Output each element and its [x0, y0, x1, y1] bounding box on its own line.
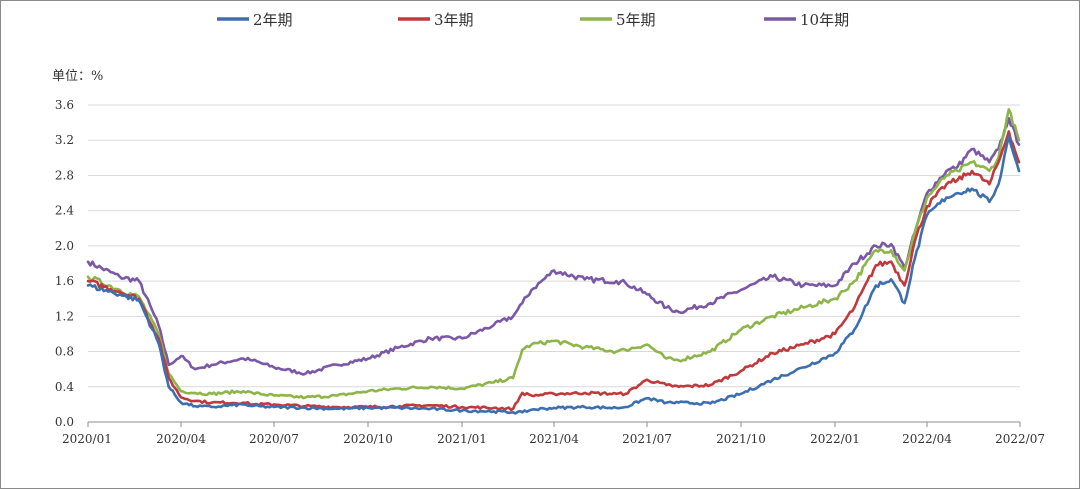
legend: 2年期 3年期 5年期 10年期	[217, 11, 849, 29]
x-tick-label: 2021/10	[716, 432, 766, 446]
legend-label: 3年期	[434, 11, 474, 29]
y-tick-label: 2.8	[55, 168, 74, 182]
x-tick-label: 2020/04	[156, 432, 206, 446]
y-axis: 0.0 0.4 0.8 1.2 1.6 2.0 2.4 2.8 3.2 3.6	[55, 98, 74, 429]
x-tick-label: 2020/01	[62, 432, 112, 446]
y-axis-unit-label: 单位：%	[52, 69, 103, 84]
series-line-3	[86, 108, 1021, 400]
y-tick-label: 1.2	[55, 309, 74, 323]
x-tick-label: 2021/01	[437, 432, 487, 446]
x-tick-label: 2021/07	[622, 432, 672, 446]
x-tick-label: 2020/07	[249, 432, 299, 446]
legend-label: 2年期	[253, 11, 293, 29]
x-tick-label: 2021/04	[529, 432, 579, 446]
y-tick-label: 3.6	[55, 98, 74, 112]
series-lines	[86, 108, 1021, 415]
y-tick-label: 0.0	[55, 415, 74, 429]
legend-label: 5年期	[616, 11, 656, 29]
legend-label: 10年期	[800, 11, 849, 29]
x-axis: 2020/01 2020/04 2020/07 2020/10 2021/01 2021/…	[62, 422, 1045, 446]
y-tick-label: 1.6	[55, 274, 74, 288]
x-tick-label: 2020/10	[343, 432, 393, 446]
y-tick-label: 0.4	[55, 380, 74, 394]
y-tick-label: 0.8	[55, 345, 74, 359]
series-line-1	[86, 134, 1021, 415]
y-tick-label: 2.4	[55, 204, 74, 218]
y-tick-label: 2.0	[55, 239, 74, 253]
y-tick-label: 3.2	[55, 133, 74, 147]
x-tick-label: 2022/04	[902, 432, 952, 446]
x-tick-label: 2022/01	[810, 432, 860, 446]
series-line-4	[86, 116, 1021, 376]
grid-lines	[88, 104, 1020, 423]
x-tick-label: 2022/07	[995, 432, 1045, 446]
